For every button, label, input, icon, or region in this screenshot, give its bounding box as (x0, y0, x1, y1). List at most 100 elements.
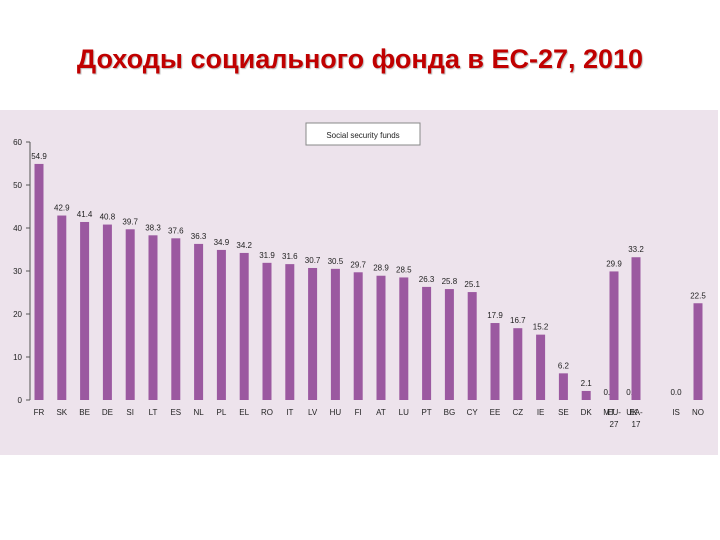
bar (581, 390, 591, 400)
x-tick-label: UK (626, 408, 638, 417)
y-tick-label: 60 (13, 138, 22, 147)
data-label: 28.5 (396, 265, 412, 274)
x-tick-label: LU (399, 408, 409, 417)
data-label: 31.6 (282, 252, 298, 261)
y-tick-label: 50 (13, 181, 22, 190)
x-tick-label: BG (444, 408, 456, 417)
data-label: 15.2 (533, 323, 549, 332)
bar (285, 264, 295, 400)
bar (467, 292, 477, 400)
data-label: 34.2 (236, 241, 252, 250)
bar (513, 328, 523, 400)
data-label: 0.0 (603, 388, 615, 397)
bar (308, 267, 318, 400)
y-tick-label: 30 (13, 267, 22, 276)
x-tick-label: CY (467, 408, 479, 417)
bar (536, 334, 546, 400)
data-label: 28.9 (373, 264, 389, 273)
bar (216, 249, 226, 400)
x-tick-label: NL (193, 408, 204, 417)
bar-chart: 0 10 20 30 40 50 60 54.9 FR 42.9 SK 41.4 BE 40.8 DE 39… (0, 110, 718, 455)
x-tick-label: AT (376, 408, 386, 417)
data-label: 38.3 (145, 223, 161, 232)
x-tick-label: IT (286, 408, 293, 417)
x-tick-label: EL (239, 408, 249, 417)
x-tick-label: ES (170, 408, 181, 417)
data-label: 22.5 (690, 291, 706, 300)
bar (239, 252, 249, 400)
legend-label: Social security funds (326, 131, 399, 140)
bar (609, 271, 619, 400)
data-label: 0.0 (670, 388, 682, 397)
x-tick-label: LT (149, 408, 158, 417)
bar (353, 272, 363, 400)
bar (558, 373, 568, 400)
chart-container: 0 10 20 30 40 50 60 54.9 FR 42.9 SK 41.4 BE 40.8 DE 39… (0, 110, 720, 455)
data-label: 41.4 (77, 210, 93, 219)
data-label: 30.7 (305, 256, 321, 265)
x-tick-label: DE (102, 408, 113, 417)
y-tick-label: 20 (13, 310, 22, 319)
bar (34, 163, 44, 400)
bar (148, 235, 158, 400)
x-tick-label: MT (603, 408, 615, 417)
x-tick-label: IS (672, 408, 680, 417)
x-tick-label: 17 (632, 420, 641, 429)
bar (631, 257, 641, 400)
x-tick-label: BE (79, 408, 90, 417)
bar (376, 275, 386, 400)
data-label: 2.1 (581, 379, 593, 388)
data-label: 40.8 (100, 213, 116, 222)
x-tick-label: CZ (512, 408, 523, 417)
x-tick-label: LV (308, 408, 318, 417)
x-tick-label: FR (34, 408, 45, 417)
bars-group: 54.9 FR 42.9 SK 41.4 BE 40.8 DE 39.7 SI 38.3 LT 37.6… (31, 152, 706, 429)
bar (490, 323, 500, 400)
data-label: 17.9 (487, 311, 503, 320)
x-tick-label: IE (537, 408, 545, 417)
slide-title: Доходы социального фонда в ЕС-27, 2010 (76, 44, 644, 74)
x-tick-label: 27 (610, 420, 619, 429)
bar (125, 229, 135, 400)
data-label: 54.9 (31, 152, 47, 161)
data-label: 16.7 (510, 316, 526, 325)
bar (80, 221, 90, 400)
data-label: 42.9 (54, 204, 70, 213)
y-axis-ticks: 0 10 20 30 40 50 60 (13, 138, 30, 405)
bar (171, 238, 181, 400)
data-label: 31.9 (259, 251, 275, 260)
legend: Social security funds (305, 122, 421, 146)
bar (57, 215, 67, 400)
x-tick-label: HU (330, 408, 342, 417)
bar (102, 224, 112, 400)
data-label: 25.8 (442, 277, 458, 286)
data-label: 30.5 (328, 257, 344, 266)
x-tick-label: PL (217, 408, 227, 417)
data-label: 26.3 (419, 275, 435, 284)
y-tick-label: 10 (13, 353, 22, 362)
x-tick-label: SE (558, 408, 569, 417)
bar (693, 303, 703, 400)
bar (262, 262, 272, 400)
x-tick-label: SK (56, 408, 67, 417)
bar (330, 268, 340, 400)
x-tick-label: EA- (629, 408, 643, 417)
data-label: 39.7 (122, 217, 138, 226)
data-label: 29.9 (606, 259, 622, 268)
x-tick-label: FI (355, 408, 362, 417)
x-tick-label: NO (692, 408, 704, 417)
x-tick-label: DK (581, 408, 593, 417)
bar (444, 289, 454, 400)
data-label: 34.9 (214, 238, 230, 247)
legend-box (305, 122, 421, 146)
x-tick-label: RO (261, 408, 273, 417)
data-label: 6.2 (558, 361, 570, 370)
x-tick-label: EU- (607, 408, 621, 417)
x-tick-label: EE (490, 408, 501, 417)
x-tick-label: SI (126, 408, 134, 417)
bar (399, 277, 409, 400)
data-label: 36.3 (191, 232, 207, 241)
data-label: 29.7 (350, 260, 366, 269)
y-tick-label: 40 (13, 224, 22, 233)
data-label: 33.2 (628, 245, 644, 254)
